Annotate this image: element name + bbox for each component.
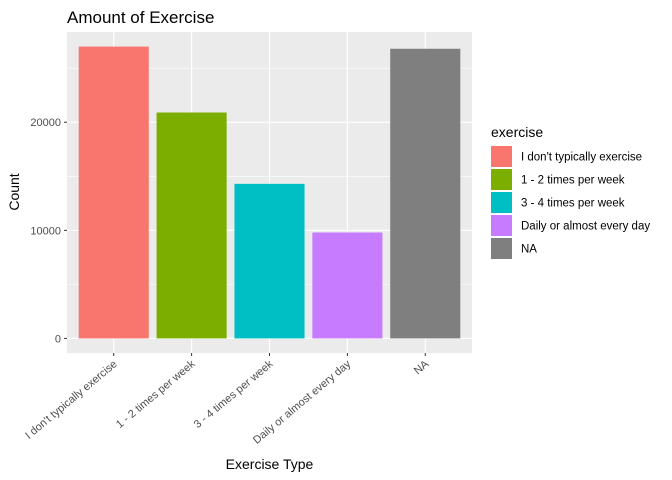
legend-title: exercise	[491, 124, 543, 140]
legend: exercise I don't typically exercise 1 - 2…	[491, 124, 650, 259]
legend-key	[491, 238, 512, 259]
legend-label: 1 - 2 times per week	[521, 175, 625, 187]
y-tick-label: 10000	[30, 225, 61, 237]
x-tick-label: NA	[412, 358, 432, 377]
legend-label: 3 - 4 times per week	[521, 198, 625, 210]
legend-key	[491, 146, 512, 167]
y-tick-label: 20000	[30, 117, 61, 129]
bars	[78, 46, 461, 339]
x-tick-label: 1 - 2 times per week	[114, 358, 198, 431]
legend-key	[491, 192, 512, 213]
x-tick-label: 3 - 4 times per week	[192, 358, 276, 431]
x-tick-label: I don't typically exercise	[23, 358, 119, 442]
legend-key	[491, 169, 512, 190]
legend-label: I don't typically exercise	[521, 152, 642, 164]
bar	[78, 46, 149, 339]
bar	[390, 48, 461, 339]
bar	[234, 183, 305, 339]
y-axis: 0 10000 20000	[30, 117, 67, 345]
bar	[312, 232, 383, 339]
chart-title: Amount of Exercise	[67, 8, 214, 27]
legend-key	[491, 215, 512, 236]
legend-label: Daily or almost every day	[521, 221, 650, 233]
legend-label: NA	[521, 244, 537, 256]
x-axis-title: Exercise Type	[226, 456, 314, 472]
bar	[156, 112, 227, 339]
y-tick-label: 0	[55, 333, 61, 345]
y-axis-title: Count	[6, 173, 22, 210]
